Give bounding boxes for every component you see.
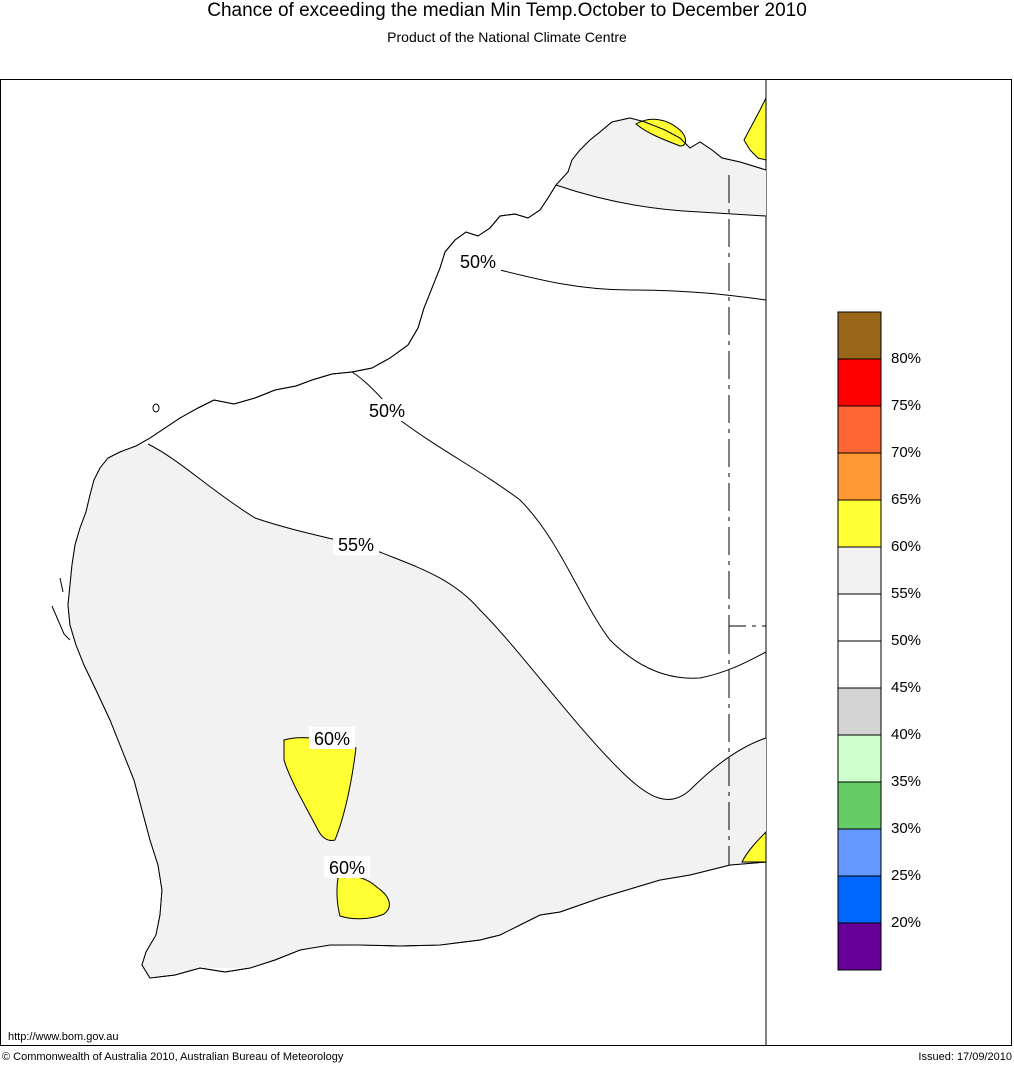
region-above-60-northeast [743, 97, 767, 161]
copyright-notice: © Commonwealth of Australia 2010, Austra… [2, 1051, 344, 1063]
legend-label: 75% [891, 397, 922, 414]
legend-label: 40% [891, 726, 922, 743]
legend-label: 35% [891, 773, 922, 790]
legend-swatch [837, 546, 882, 595]
legend-label: 45% [891, 679, 922, 696]
legend-label: 65% [891, 491, 922, 508]
svg-text:50%: 50% [460, 252, 496, 272]
legend-swatch [837, 358, 882, 407]
legend-swatch [837, 781, 882, 830]
contour-label-south-55: 55% [333, 533, 379, 555]
map-title: Chance of exceeding the median Min Temp.… [207, 0, 807, 21]
legend-label: 20% [891, 914, 922, 931]
island-shape [51, 605, 71, 641]
contour-label-north-50: 50% [455, 250, 501, 272]
region-above-55 [68, 444, 766, 978]
region-above-55-north [556, 118, 766, 216]
legend-label: 50% [891, 632, 922, 649]
contour-line-50-north [555, 184, 767, 217]
legend-swatch [837, 734, 882, 783]
contour-line-55 [147, 443, 767, 800]
svg-text:60%: 60% [314, 729, 350, 749]
legend-swatch [837, 311, 882, 360]
legend-swatch [837, 640, 882, 689]
island-shape [59, 577, 64, 593]
legend-swatch [837, 922, 882, 971]
contour-label-mid-50: 50% [364, 399, 410, 421]
legend-swatch [837, 452, 882, 501]
legend-swatch [837, 593, 882, 642]
coastline [67, 117, 767, 979]
region-above-60-southeast [741, 830, 767, 863]
legend-label: 55% [891, 585, 922, 602]
map-frame [0, 79, 1012, 1046]
svg-text:60%: 60% [329, 858, 365, 878]
island-shape [152, 403, 160, 413]
contour-line-50-upper [499, 269, 767, 301]
legend-label: 30% [891, 820, 922, 837]
legend-label: 70% [891, 444, 922, 461]
source-url[interactable]: http://www.bom.gov.au [8, 1031, 119, 1043]
issued-date: Issued: 17/09/2010 [918, 1051, 1012, 1063]
legend-swatch [837, 687, 882, 736]
legend-swatch [837, 875, 882, 924]
map-subtitle: Product of the National Climate Centre [387, 29, 627, 45]
legend-swatch [837, 499, 882, 548]
legend-swatch [837, 828, 882, 877]
svg-text:50%: 50% [369, 401, 405, 421]
legend-swatch [837, 405, 882, 454]
legend-label: 60% [891, 538, 922, 555]
region-above-60-southwest [336, 875, 390, 920]
legend-color-bar [837, 311, 882, 971]
contour-label-inland-60: 60% [309, 727, 355, 749]
legend-label: 80% [891, 350, 922, 367]
legend-label: 25% [891, 867, 922, 884]
region-above-60-kimberley [635, 118, 687, 147]
contour-label-southwest-60: 60% [324, 856, 370, 878]
svg-text:55%: 55% [338, 535, 374, 555]
